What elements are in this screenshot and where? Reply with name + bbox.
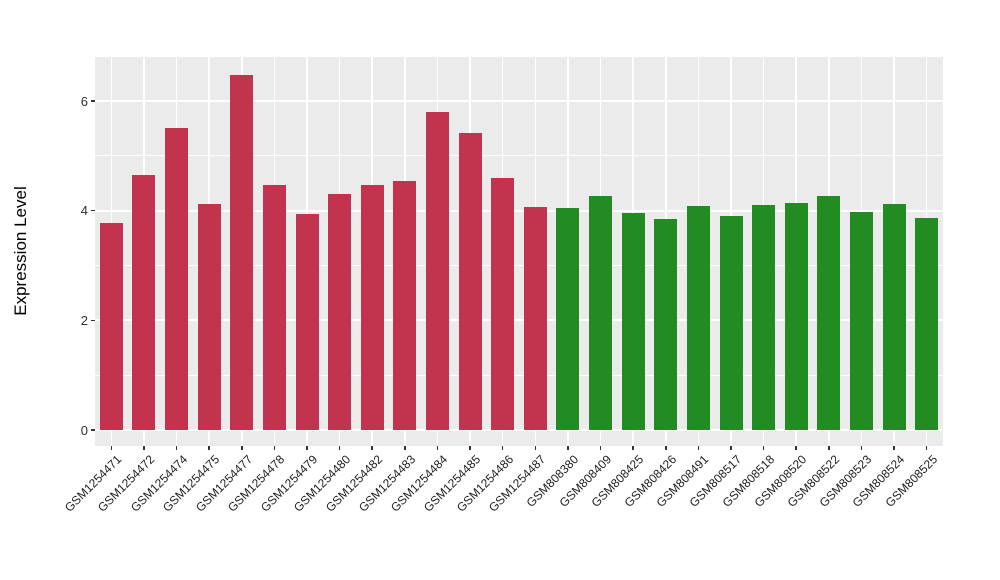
x-tick-mark — [501, 446, 504, 450]
x-tick-mark — [404, 446, 406, 450]
y-tick-label: 6 — [80, 93, 88, 109]
x-tick-mark — [665, 446, 667, 450]
x-tick-mark — [893, 446, 895, 450]
y-axis-title: Expression Level — [11, 186, 30, 316]
x-tick-mark — [534, 446, 537, 450]
bar-GSM1254475 — [197, 204, 221, 430]
bar-GSM808409 — [589, 196, 613, 430]
bar-GSM1254487 — [523, 206, 547, 430]
x-tick-mark — [632, 446, 634, 450]
x-tick-mark — [599, 446, 602, 450]
bar-GSM1254485 — [458, 132, 482, 430]
x-tick-mark — [828, 446, 830, 450]
bar-GSM1254483 — [393, 180, 417, 430]
bar-GSM808517 — [719, 215, 743, 430]
bar-GSM1254477 — [230, 75, 254, 430]
x-tick-mark — [697, 446, 700, 450]
x-tick-mark — [143, 446, 145, 450]
x-tick-mark — [567, 446, 569, 450]
y-tick-mark — [91, 209, 95, 212]
bar-GSM808525 — [915, 217, 939, 430]
bar-GSM1254482 — [360, 184, 384, 430]
x-tick-mark — [436, 446, 439, 450]
gridline-minor — [95, 374, 943, 376]
bar-GSM808491 — [686, 206, 710, 430]
y-tick-mark — [91, 429, 95, 431]
gridline-major — [95, 429, 943, 431]
gridline-major — [95, 100, 943, 103]
x-tick-mark — [730, 446, 732, 450]
bar-GSM808425 — [621, 213, 645, 430]
x-tick-mark — [762, 446, 765, 450]
gridline-minor — [95, 155, 943, 157]
x-tick-mark — [306, 446, 308, 450]
bar-GSM808518 — [752, 204, 776, 430]
x-tick-mark — [338, 446, 341, 450]
bar-GSM1254480 — [328, 193, 352, 430]
x-tick-mark — [925, 446, 928, 450]
x-tick-mark — [860, 446, 863, 450]
x-tick-mark — [110, 446, 113, 450]
x-tick-mark — [371, 446, 373, 450]
bar-GSM1254472 — [132, 175, 156, 430]
plot-panel — [95, 57, 943, 446]
bar-GSM1254486 — [491, 177, 515, 430]
bar-GSM1254478 — [262, 185, 286, 430]
bar-GSM808523 — [849, 212, 873, 430]
bar-GSM808522 — [817, 196, 841, 430]
y-tick-label: 0 — [80, 422, 88, 438]
bar-GSM808520 — [784, 203, 808, 430]
y-tick-mark — [91, 100, 95, 102]
gridline-major — [95, 319, 943, 322]
bar-GSM1254471 — [99, 222, 123, 430]
x-tick-mark — [273, 446, 276, 450]
bar-GSM808426 — [654, 219, 678, 430]
bar-GSM1254479 — [295, 213, 319, 430]
x-tick-mark — [175, 446, 178, 450]
bar-GSM1254474 — [165, 128, 189, 430]
y-tick-label: 4 — [80, 203, 88, 219]
x-tick-mark — [469, 446, 471, 450]
y-tick-label: 2 — [80, 312, 88, 328]
gridline-minor — [95, 265, 943, 266]
bar-GSM808380 — [556, 207, 580, 430]
x-tick-mark — [208, 446, 210, 450]
x-tick-mark — [241, 446, 243, 450]
bar-GSM1254484 — [425, 111, 449, 430]
x-tick-mark — [795, 446, 797, 450]
y-tick-mark — [91, 319, 95, 322]
bar-GSM808524 — [882, 203, 906, 430]
gridline-major — [95, 209, 943, 212]
